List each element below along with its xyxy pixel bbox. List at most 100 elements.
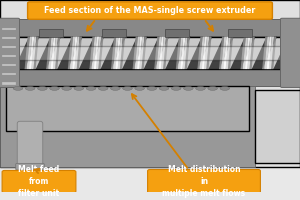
Ellipse shape	[13, 86, 23, 90]
FancyBboxPatch shape	[0, 37, 300, 69]
Ellipse shape	[38, 86, 47, 90]
Polygon shape	[267, 37, 272, 69]
FancyBboxPatch shape	[2, 73, 16, 75]
FancyBboxPatch shape	[0, 69, 300, 86]
FancyBboxPatch shape	[0, 86, 255, 167]
Ellipse shape	[184, 86, 193, 90]
Polygon shape	[98, 37, 104, 69]
Polygon shape	[27, 37, 32, 69]
Ellipse shape	[26, 86, 35, 90]
FancyBboxPatch shape	[2, 28, 16, 30]
Polygon shape	[230, 37, 256, 69]
Polygon shape	[154, 37, 159, 69]
Polygon shape	[0, 37, 18, 69]
Polygon shape	[51, 37, 56, 69]
Polygon shape	[178, 37, 183, 69]
FancyBboxPatch shape	[2, 170, 76, 193]
Polygon shape	[92, 37, 97, 69]
Polygon shape	[31, 37, 37, 69]
FancyBboxPatch shape	[2, 46, 16, 48]
Polygon shape	[271, 37, 276, 69]
Polygon shape	[133, 37, 138, 69]
Polygon shape	[288, 37, 293, 69]
FancyBboxPatch shape	[16, 163, 44, 170]
Polygon shape	[187, 37, 212, 69]
Polygon shape	[163, 37, 168, 69]
Polygon shape	[144, 37, 169, 69]
Polygon shape	[286, 37, 291, 69]
Polygon shape	[224, 37, 229, 69]
Polygon shape	[295, 37, 300, 69]
Polygon shape	[118, 37, 123, 69]
Polygon shape	[12, 37, 17, 69]
Ellipse shape	[220, 86, 230, 90]
Text: Melt distribution
in
multiple melt flows: Melt distribution in multiple melt flows	[162, 165, 246, 198]
Polygon shape	[176, 37, 181, 69]
Polygon shape	[165, 37, 191, 69]
Polygon shape	[77, 37, 82, 69]
FancyBboxPatch shape	[102, 29, 126, 37]
Polygon shape	[219, 37, 224, 69]
Polygon shape	[25, 37, 30, 69]
Polygon shape	[116, 37, 121, 69]
Ellipse shape	[86, 86, 96, 90]
Polygon shape	[36, 37, 61, 69]
Ellipse shape	[208, 86, 218, 90]
Polygon shape	[290, 37, 296, 69]
Polygon shape	[180, 37, 185, 69]
Polygon shape	[208, 37, 234, 69]
FancyBboxPatch shape	[39, 29, 63, 37]
Polygon shape	[159, 37, 164, 69]
FancyBboxPatch shape	[0, 19, 300, 37]
Polygon shape	[5, 37, 10, 69]
FancyBboxPatch shape	[2, 37, 16, 39]
Polygon shape	[74, 37, 80, 69]
Polygon shape	[197, 37, 202, 69]
Polygon shape	[156, 37, 162, 69]
Polygon shape	[273, 37, 299, 69]
FancyBboxPatch shape	[2, 64, 16, 66]
Polygon shape	[284, 37, 289, 69]
FancyBboxPatch shape	[2, 55, 16, 57]
Polygon shape	[34, 37, 39, 69]
Polygon shape	[161, 37, 166, 69]
Polygon shape	[89, 37, 94, 69]
FancyBboxPatch shape	[165, 29, 189, 37]
Polygon shape	[142, 37, 147, 69]
Ellipse shape	[171, 86, 181, 90]
Polygon shape	[245, 37, 250, 69]
Polygon shape	[46, 37, 51, 69]
Polygon shape	[79, 37, 104, 69]
Ellipse shape	[110, 86, 120, 90]
Polygon shape	[206, 37, 211, 69]
Polygon shape	[72, 37, 77, 69]
Ellipse shape	[159, 86, 169, 90]
FancyBboxPatch shape	[2, 82, 16, 85]
Polygon shape	[264, 37, 270, 69]
Polygon shape	[204, 37, 209, 69]
Polygon shape	[113, 37, 118, 69]
Polygon shape	[10, 37, 15, 69]
Polygon shape	[53, 37, 58, 69]
Polygon shape	[3, 37, 8, 69]
Ellipse shape	[62, 86, 71, 90]
Polygon shape	[202, 37, 207, 69]
Polygon shape	[111, 37, 116, 69]
Polygon shape	[137, 37, 142, 69]
Polygon shape	[241, 37, 246, 69]
FancyBboxPatch shape	[0, 46, 300, 60]
FancyBboxPatch shape	[28, 2, 272, 19]
Polygon shape	[96, 37, 101, 69]
Polygon shape	[221, 37, 226, 69]
Polygon shape	[200, 37, 205, 69]
FancyBboxPatch shape	[255, 90, 300, 163]
FancyBboxPatch shape	[17, 121, 43, 169]
Polygon shape	[262, 37, 267, 69]
Ellipse shape	[147, 86, 157, 90]
Polygon shape	[250, 37, 255, 69]
Polygon shape	[226, 37, 231, 69]
Polygon shape	[182, 37, 188, 69]
FancyBboxPatch shape	[0, 0, 300, 167]
FancyBboxPatch shape	[148, 169, 260, 194]
FancyBboxPatch shape	[228, 29, 252, 37]
